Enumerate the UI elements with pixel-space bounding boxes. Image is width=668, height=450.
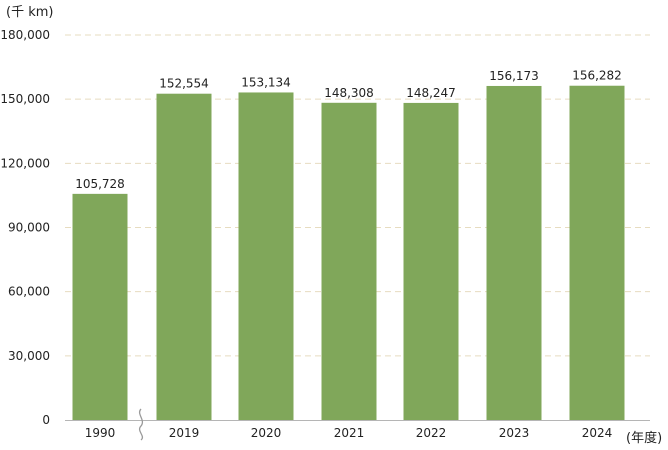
- x-tick-label-2024: 2024: [582, 426, 613, 440]
- y-tick-label: 60,000: [8, 285, 50, 299]
- x-unit-label: (年度): [626, 430, 662, 446]
- y-tick-label: 90,000: [8, 221, 50, 235]
- axis-break-mark: [138, 408, 144, 441]
- bar-2019: [156, 93, 212, 420]
- data-label-2021: 148,308: [324, 86, 374, 100]
- data-label-1990: 105,728: [75, 177, 125, 191]
- data-label-2019: 152,554: [159, 77, 209, 91]
- data-label-2020: 153,134: [241, 75, 291, 89]
- bar-2024: [569, 85, 625, 420]
- y-tick-label: 150,000: [0, 92, 50, 106]
- data-labels: 105,728 152,554 153,134 148,308 148,247 156,1…: [75, 69, 622, 191]
- y-tick-label: 120,000: [0, 156, 50, 170]
- x-tick-label-2021: 2021: [334, 426, 365, 440]
- y-tick-label: 180,000: [0, 28, 50, 42]
- data-label-2023: 156,173: [489, 69, 539, 83]
- data-label-2022: 148,247: [406, 86, 456, 100]
- y-axis-ticks: 0 30,000 60,000 90,000 120,000 150,000 180,000: [0, 28, 50, 427]
- bar-2021: [321, 102, 377, 420]
- y-unit-label: (千 km): [6, 5, 53, 20]
- x-axis-ticks: 1990 2019 2020 2021 2022 2023 2024: [85, 426, 613, 440]
- y-tick-label: 0: [42, 413, 50, 427]
- bar-1990: [72, 193, 128, 420]
- bar-2020: [238, 92, 294, 421]
- x-tick-label-2020: 2020: [251, 426, 282, 440]
- x-tick-label-2023: 2023: [499, 426, 530, 440]
- bar-2022: [403, 102, 459, 420]
- data-label-2024: 156,282: [572, 69, 622, 83]
- y-tick-label: 30,000: [8, 349, 50, 363]
- x-tick-label-2019: 2019: [169, 426, 200, 440]
- x-tick-label-1990: 1990: [85, 426, 116, 440]
- bar-2023: [486, 85, 542, 420]
- bars: [72, 85, 625, 421]
- x-tick-label-2022: 2022: [416, 426, 447, 440]
